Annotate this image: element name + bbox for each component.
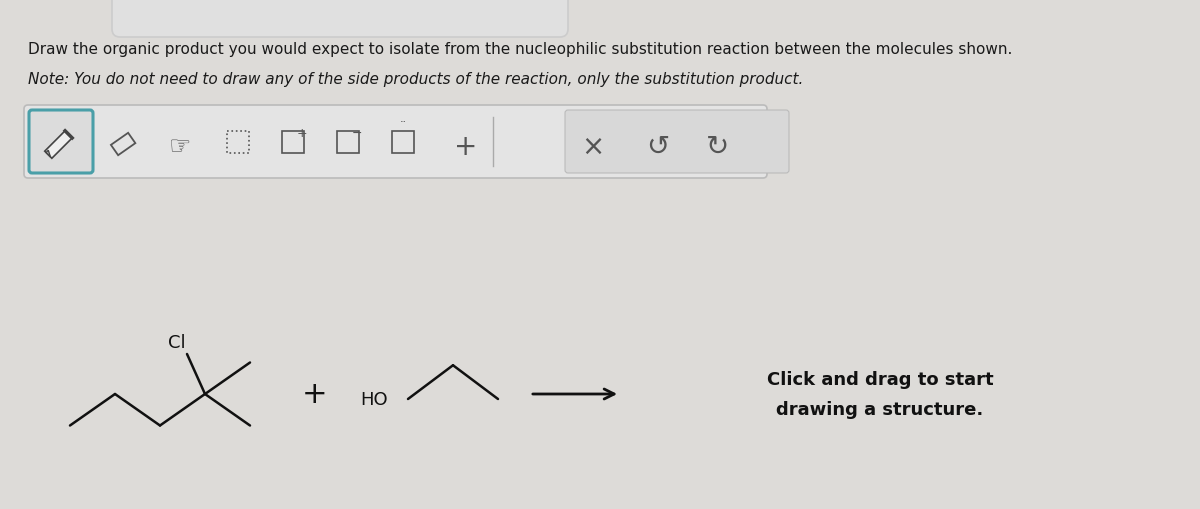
FancyBboxPatch shape <box>29 111 94 174</box>
Bar <box>392 132 414 154</box>
Text: ☞: ☞ <box>169 135 191 159</box>
Text: HO: HO <box>360 390 388 408</box>
Polygon shape <box>46 151 50 158</box>
Text: ↻: ↻ <box>707 133 730 161</box>
Text: Note: You do not need to draw any of the side products of the reaction, only the: Note: You do not need to draw any of the… <box>28 72 803 87</box>
FancyBboxPatch shape <box>565 111 790 174</box>
Bar <box>282 132 304 154</box>
FancyBboxPatch shape <box>24 106 767 179</box>
Polygon shape <box>44 131 72 159</box>
Text: +: + <box>302 380 328 409</box>
Text: −: − <box>352 126 362 139</box>
Text: Draw the organic product you would expect to isolate from the nucleophilic subst: Draw the organic product you would expec… <box>28 42 1013 57</box>
FancyBboxPatch shape <box>112 0 568 38</box>
Text: ↺: ↺ <box>647 133 670 161</box>
Text: ¨: ¨ <box>400 120 406 133</box>
Text: Cl: Cl <box>168 333 186 351</box>
Bar <box>227 132 250 154</box>
Bar <box>337 132 359 154</box>
Text: Click and drag to start: Click and drag to start <box>767 370 994 388</box>
Text: ×: × <box>581 133 605 161</box>
Text: +: + <box>455 133 478 161</box>
Text: drawing a structure.: drawing a structure. <box>776 400 984 418</box>
Text: +: + <box>296 126 307 139</box>
